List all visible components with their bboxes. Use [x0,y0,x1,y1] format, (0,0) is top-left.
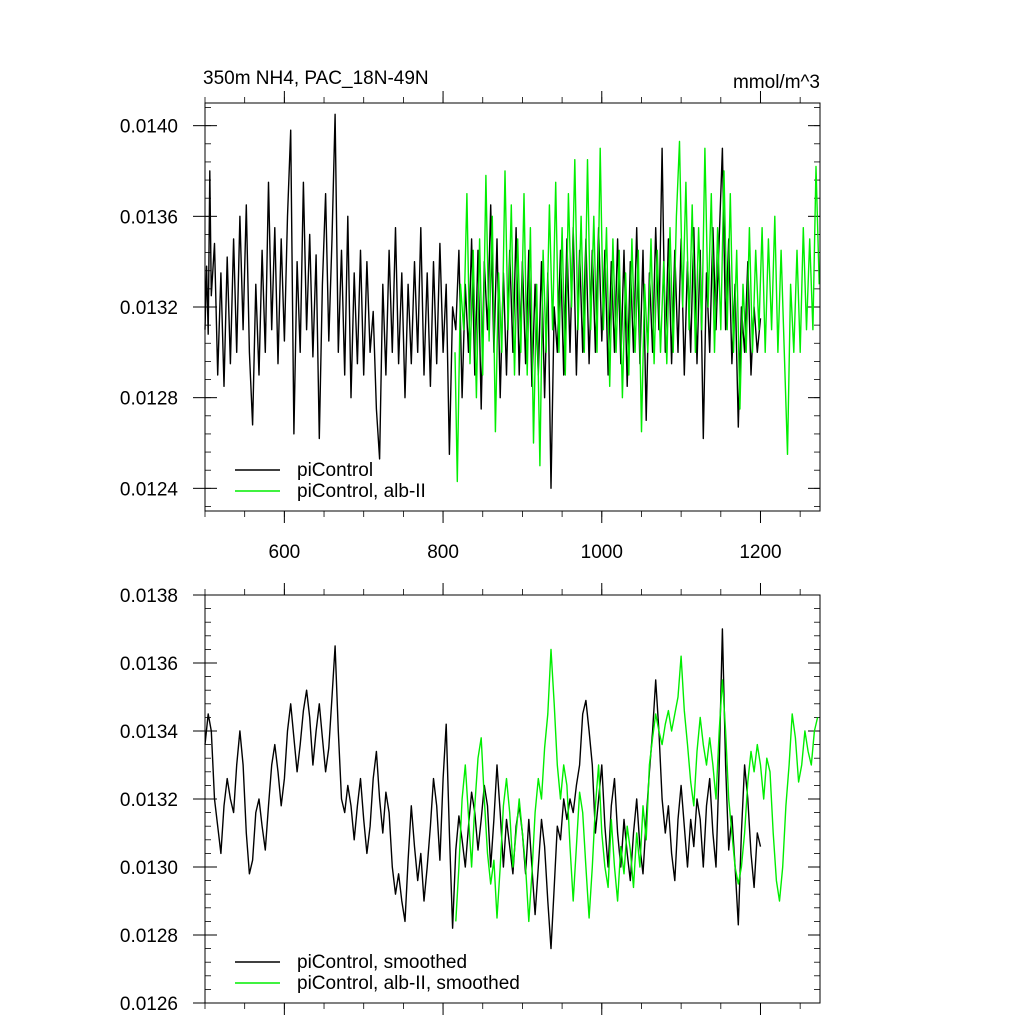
x-tick-label: 1000 [581,542,623,563]
y-tick-label: 0.0126 [120,994,178,1015]
top-legend: piControl piControl, alb-II [235,460,426,502]
panel-units: mmol/m^3 [733,72,820,93]
y-tick-label: 0.0138 [120,586,178,607]
y-tick-label: 0.0132 [120,298,178,319]
legend-label-alb-II-smoothed: piControl, alb-II, smoothed [297,973,520,994]
top-panel: 350m NH4, PAC_18N-49N mmol/m^3 0.01240.0… [120,68,821,563]
bottom-series-group [204,628,819,950]
y-tick-label: 0.0128 [120,389,178,410]
x-tick-label: 600 [269,542,301,563]
x-tick-label: 800 [427,542,459,563]
series-line-top-0 [204,113,762,489]
series-line-top-1 [454,140,820,483]
y-tick-label: 0.0136 [120,207,178,228]
y-tick-label: 0.0128 [120,926,178,947]
y-tick-label: 0.0132 [120,790,178,811]
top-series-group [204,113,820,489]
y-tick-label: 0.0130 [120,858,178,879]
bottom-tick-labels: 0.0126 0.0128 0.0130 0.0132 0.0134 0.0136 0.01… [120,586,179,1015]
legend-label-piControl: piControl [297,460,373,481]
panel-title: 350m NH4, PAC_18N-49N [203,68,429,89]
legend-label-alb-II: piControl, alb-II [297,481,426,502]
series-line-bottom-0 [204,628,762,950]
bottom-axis-ticks [193,583,820,1015]
x-tick-label: 1200 [739,542,781,563]
y-tick-label: 0.0134 [120,722,179,743]
bottom-panel: 0.0126 0.0128 0.0130 0.0132 0.0134 0.0136 0.01… [120,583,821,1015]
series-line-bottom-1 [455,648,819,923]
top-tick-labels: 0.0124 0.0128 0.0132 0.0136 0.0140 600 800 1000… [120,117,782,563]
legend-label-smoothed: piControl, smoothed [297,952,467,973]
bottom-plot-frame [204,594,821,1004]
bottom-legend: piControl, smoothed piControl, alb-II, s… [235,952,520,994]
y-tick-label: 0.0136 [120,654,178,675]
y-tick-label: 0.0140 [120,117,178,138]
y-tick-label: 0.0124 [120,479,179,500]
top-plot-frame [204,102,821,512]
